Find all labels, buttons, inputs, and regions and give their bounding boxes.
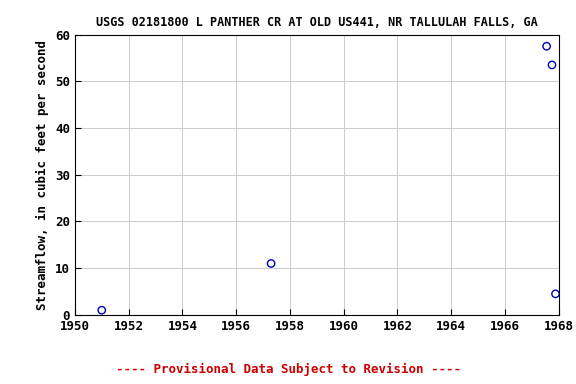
Title: USGS 02181800 L PANTHER CR AT OLD US441, NR TALLULAH FALLS, GA: USGS 02181800 L PANTHER CR AT OLD US441,… [96,16,537,29]
Y-axis label: Streamflow, in cubic feet per second: Streamflow, in cubic feet per second [36,40,50,310]
Text: ---- Provisional Data Subject to Revision ----: ---- Provisional Data Subject to Revisio… [116,363,460,376]
Point [267,260,276,266]
Point [542,43,551,49]
Point [547,62,556,68]
Point [97,307,107,313]
Point [551,291,560,297]
